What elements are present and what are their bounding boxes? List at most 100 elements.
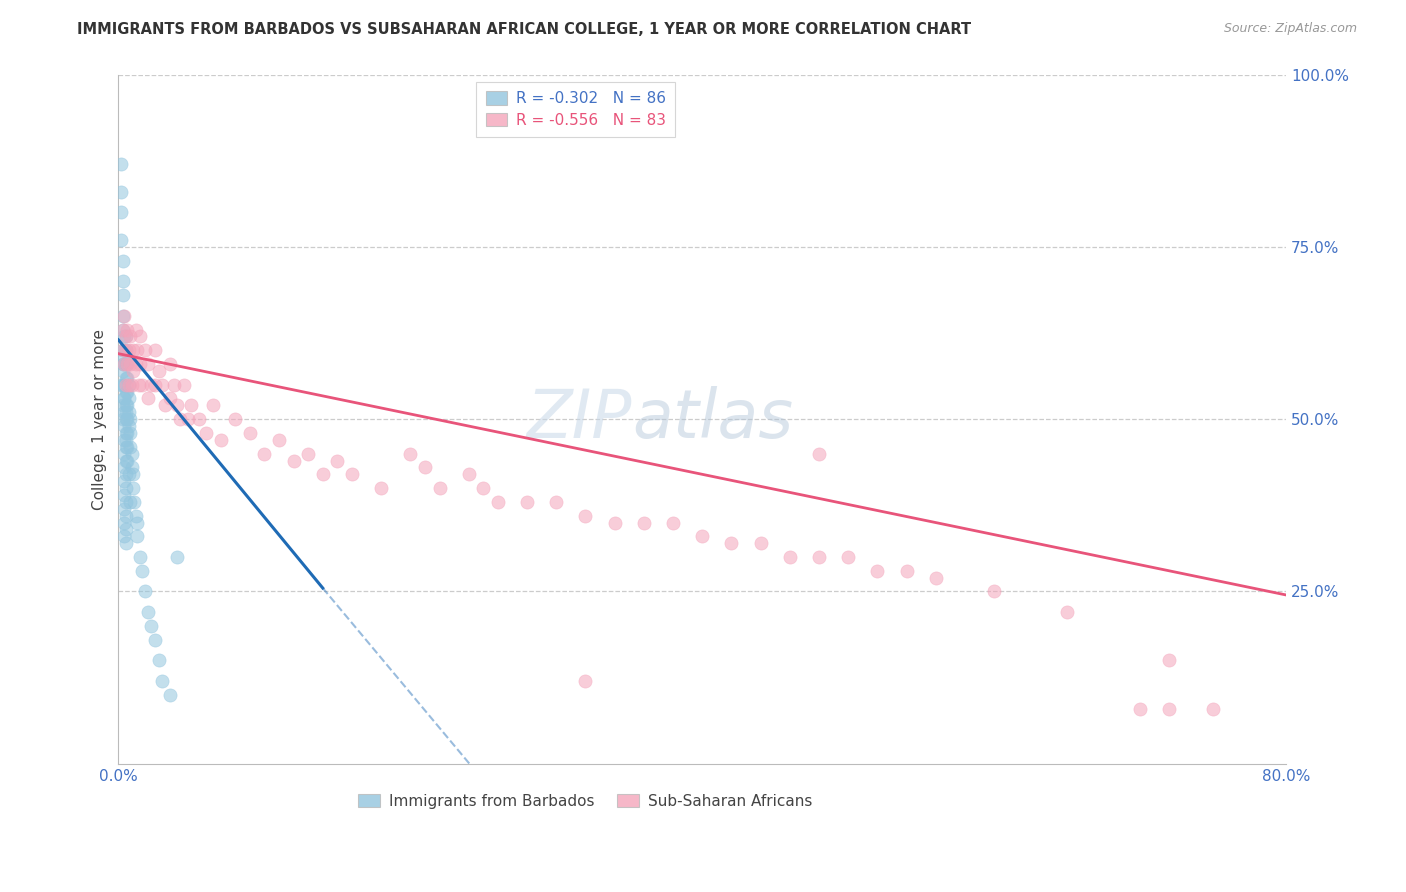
Point (112, 309, 135, 323)
Point (114, 495, 136, 509)
Point (187, 412, 209, 426)
Point (121, 447, 143, 461)
Text: Source: ZipAtlas.com: Source: ZipAtlas.com (1223, 22, 1357, 36)
Point (129, 549, 152, 564)
Point (662, 516, 685, 530)
Point (115, 453, 138, 467)
Point (837, 549, 859, 564)
Point (120, 440, 142, 454)
Point (112, 357, 135, 371)
Point (111, 377, 134, 392)
Point (121, 460, 143, 475)
Point (114, 453, 136, 467)
Point (1202, 701, 1225, 715)
Point (112, 501, 135, 516)
Text: IMMIGRANTS FROM BARBADOS VS SUBSAHARAN AFRICAN COLLEGE, 1 YEAR OR MORE CORRELATI: IMMIGRANTS FROM BARBADOS VS SUBSAHARAN A… (77, 22, 972, 37)
Point (115, 398, 138, 412)
Point (131, 564, 153, 578)
Point (125, 322, 148, 336)
Point (131, 377, 153, 392)
Point (118, 419, 141, 434)
Legend: Immigrants from Barbados, Sub-Saharan Africans: Immigrants from Barbados, Sub-Saharan Af… (353, 788, 818, 814)
Point (112, 350, 135, 364)
Point (312, 467, 335, 482)
Point (134, 343, 156, 358)
Point (209, 433, 232, 447)
Point (120, 329, 142, 343)
Point (150, 674, 173, 689)
Text: ZIP: ZIP (527, 386, 633, 452)
Point (180, 398, 202, 412)
Point (120, 425, 142, 440)
Point (114, 377, 136, 392)
Point (574, 674, 596, 689)
Point (129, 357, 152, 371)
Y-axis label: College, 1 year or more: College, 1 year or more (93, 328, 107, 509)
Point (112, 392, 135, 406)
Point (114, 357, 136, 371)
Point (122, 481, 145, 495)
Text: atlas: atlas (633, 386, 793, 452)
Point (112, 447, 135, 461)
Point (159, 392, 181, 406)
Point (112, 357, 135, 371)
Point (112, 488, 135, 502)
Point (896, 564, 918, 578)
Point (112, 343, 135, 358)
Point (720, 536, 742, 550)
Point (112, 516, 135, 530)
Point (112, 392, 135, 406)
Point (115, 425, 138, 440)
Point (148, 364, 170, 378)
Point (1159, 701, 1181, 715)
Point (239, 425, 262, 440)
Point (118, 377, 141, 392)
Point (115, 440, 138, 454)
Point (472, 481, 495, 495)
Point (118, 343, 141, 358)
Point (326, 453, 349, 467)
Point (486, 495, 509, 509)
Point (127, 343, 149, 358)
Point (139, 619, 162, 633)
Point (139, 377, 162, 392)
Point (112, 377, 135, 392)
Point (297, 447, 319, 461)
Point (127, 516, 149, 530)
Point (399, 447, 422, 461)
Point (429, 481, 451, 495)
Point (112, 329, 135, 343)
Point (122, 343, 145, 358)
Point (118, 405, 141, 419)
Point (516, 495, 538, 509)
Point (807, 549, 830, 564)
Point (370, 481, 392, 495)
Point (457, 467, 479, 482)
Point (202, 398, 225, 412)
Point (111, 343, 134, 358)
Point (129, 329, 152, 343)
Point (134, 584, 156, 599)
Point (574, 508, 596, 523)
Point (118, 377, 141, 392)
Point (111, 364, 134, 378)
Point (115, 371, 138, 385)
Point (224, 412, 246, 426)
Point (112, 474, 135, 488)
Point (983, 584, 1005, 599)
Point (283, 453, 305, 467)
Point (114, 329, 136, 343)
Point (114, 440, 136, 454)
Point (111, 288, 134, 302)
Point (118, 467, 141, 482)
Point (112, 529, 135, 543)
Point (177, 412, 200, 426)
Point (114, 536, 136, 550)
Point (111, 357, 134, 371)
Point (110, 205, 132, 219)
Point (110, 157, 132, 171)
Point (413, 460, 436, 475)
Point (114, 433, 136, 447)
Point (1129, 701, 1152, 715)
Point (114, 384, 136, 399)
